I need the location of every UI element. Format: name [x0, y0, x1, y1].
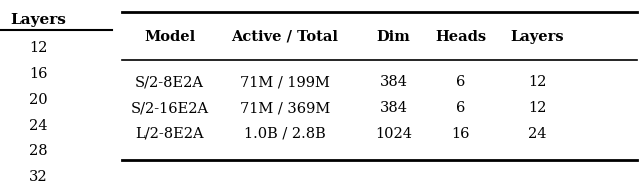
- Text: Layers: Layers: [511, 30, 564, 44]
- Text: 384: 384: [380, 101, 408, 115]
- Text: 71M / 199M: 71M / 199M: [240, 75, 330, 89]
- Text: 1.0B / 2.8B: 1.0B / 2.8B: [244, 127, 326, 141]
- Text: L/2-8E2A: L/2-8E2A: [135, 127, 204, 141]
- Text: Heads: Heads: [435, 30, 486, 44]
- Text: 6: 6: [456, 75, 465, 89]
- Text: 16: 16: [452, 127, 470, 141]
- Text: 1024: 1024: [375, 127, 412, 141]
- Text: 12: 12: [529, 101, 547, 115]
- Text: 16: 16: [29, 67, 47, 81]
- Text: 28: 28: [29, 145, 48, 158]
- Text: 24: 24: [529, 127, 547, 141]
- Text: 384: 384: [380, 75, 408, 89]
- Text: 71M / 369M: 71M / 369M: [239, 101, 330, 115]
- Text: Layers: Layers: [10, 13, 67, 27]
- Text: 6: 6: [456, 101, 465, 115]
- Text: S/2-8E2A: S/2-8E2A: [135, 75, 204, 89]
- Text: Model: Model: [144, 30, 195, 44]
- Text: 32: 32: [29, 170, 48, 184]
- Text: Active / Total: Active / Total: [231, 30, 339, 44]
- Text: Dim: Dim: [377, 30, 410, 44]
- Text: 20: 20: [29, 93, 48, 107]
- Text: S/2-16E2A: S/2-16E2A: [131, 101, 209, 115]
- Text: 24: 24: [29, 119, 47, 133]
- Text: 12: 12: [529, 75, 547, 89]
- Text: 12: 12: [29, 41, 47, 55]
